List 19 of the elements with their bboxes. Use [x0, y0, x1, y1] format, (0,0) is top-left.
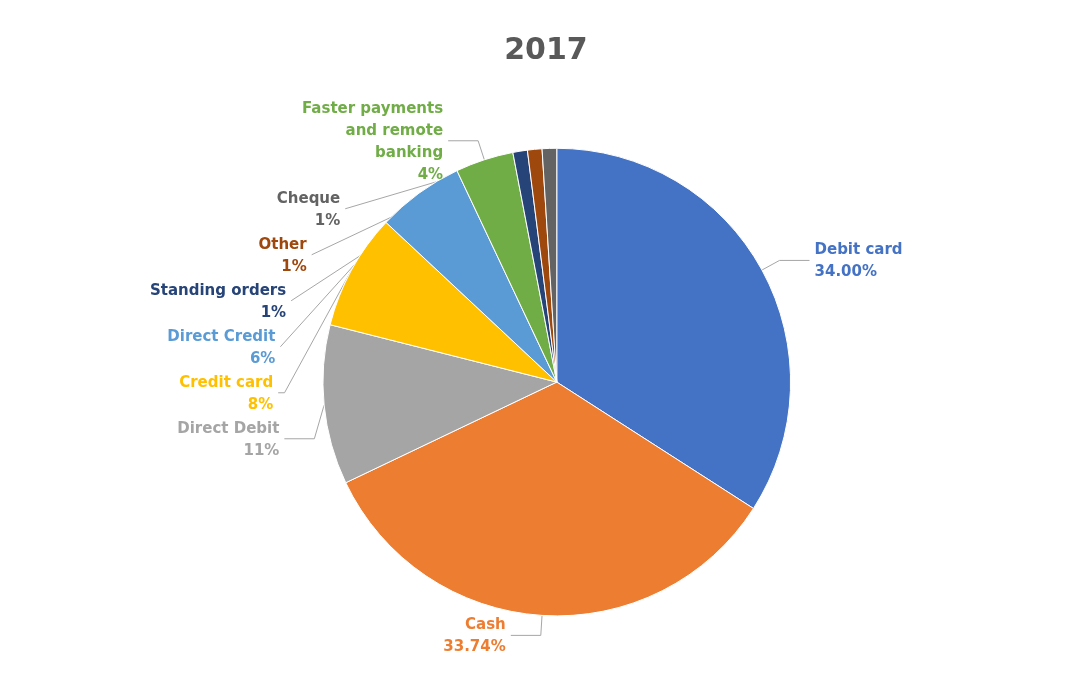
- data-label: 34.00%: [814, 262, 877, 281]
- data-label: 33.74%: [443, 637, 506, 656]
- data-label: 4%: [417, 164, 444, 183]
- data-label: 11%: [243, 440, 280, 459]
- data-label: 6%: [249, 348, 276, 367]
- slice-label: Direct Debit: [177, 418, 280, 437]
- data-label: 1%: [260, 302, 287, 321]
- slice-label: Cash: [465, 615, 506, 634]
- slice-label: Faster payments and remote banking: [301, 98, 444, 161]
- data-label: 8%: [247, 394, 274, 413]
- data-label: 1%: [281, 256, 307, 275]
- slice-label: Standing orders: [149, 280, 287, 299]
- slice-label: Credit card: [179, 372, 274, 391]
- chart-title: 2017: [504, 30, 588, 66]
- slice-label: Debit card: [814, 240, 903, 259]
- slice-label: Cheque: [276, 188, 341, 207]
- data-label: 1%: [314, 210, 341, 229]
- slice-label: Other: [258, 234, 308, 253]
- slice-label: Direct Credit: [167, 326, 276, 345]
